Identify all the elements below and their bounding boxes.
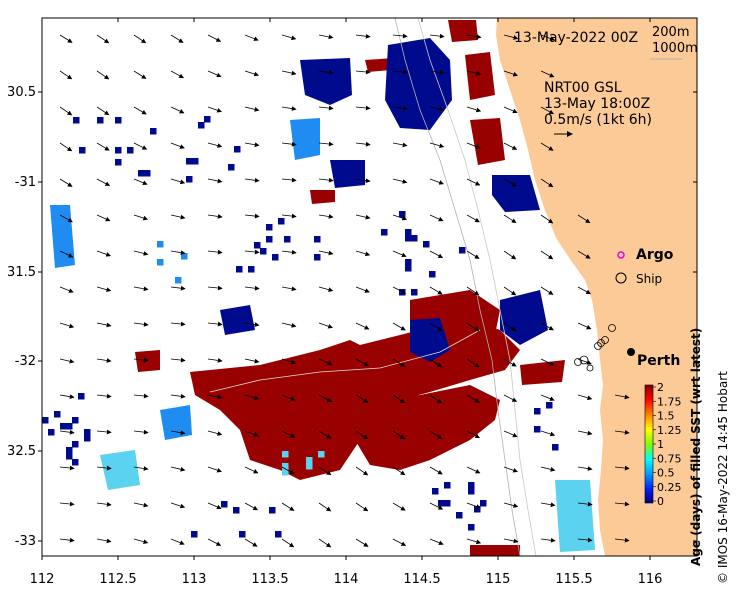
colorbar-tick-label: 0.5 [657,467,675,480]
x-tick-label: 113.5 [251,572,288,587]
isobath-200m [394,18,521,556]
colorbar-tick-label: 1 [657,438,664,451]
y-axis: 30.5 -31 31.5 -32 32.5 -33 [7,85,697,549]
isobath-shelf [209,329,481,393]
x-tick-label: 112.5 [99,572,136,587]
x-axis: 112 112.5 113 113.5 114 114.5 115 115.5 116 [30,18,663,587]
currents-title: NRT00 GSL [544,80,622,96]
ship-markers [574,324,616,372]
contour-label-1000m: 1000m [652,41,698,56]
y-tick-label: 31.5 [7,265,36,280]
y-tick-label: -33 [15,534,36,549]
y-tick-label: -32 [15,354,36,369]
colorbar-tick-label: 1.75 [657,395,682,408]
ship-marker-icon [615,272,627,284]
x-tick-label: 114 [334,572,359,587]
ship-label: Ship [636,272,662,286]
colorbar [644,384,654,504]
argo-label: Argo [636,247,674,263]
current-vectors [59,33,630,548]
colorbar-tick-label: 0.75 [657,452,682,465]
credit-text: © IMOS 16-May-2022 14:45 Hobart [716,371,730,584]
currents-time: 13-May 18:00Z [544,96,650,112]
colorbar-tick-label: 0.25 [657,481,682,494]
contour-label-200m: 200m [652,25,689,40]
colorbar-title: Age (days) of filled SST (wrt latest) [689,328,703,566]
colorbar-tick-label: 1.25 [657,424,682,437]
colorbar-tick-label: 2 [657,381,664,394]
x-tick-label: 113 [182,572,207,587]
sst-age-patches [42,20,595,556]
perth-marker-icon [627,348,635,356]
y-tick-label: 32.5 [7,444,36,459]
map-date: 13-May-2022 00Z [514,30,638,46]
argo-marker-icon [617,251,625,259]
colorbar-tick-label: 1.5 [657,410,675,423]
plot-frame [41,17,698,557]
x-tick-label: 114.5 [403,572,440,587]
isobath-1000m [417,18,537,556]
x-tick-label: 115.5 [555,572,592,587]
x-tick-label: 112 [30,572,55,587]
y-tick-label: 30.5 [7,85,36,100]
colorbar-tick-label: 0 [657,495,664,508]
perth-label: Perth [637,353,680,369]
x-tick-label: 115 [486,572,511,587]
currents-scale: 0.5m/s (1kt 6h) [544,112,652,128]
x-tick-label: 116 [638,572,663,587]
y-tick-label: -31 [15,175,36,190]
